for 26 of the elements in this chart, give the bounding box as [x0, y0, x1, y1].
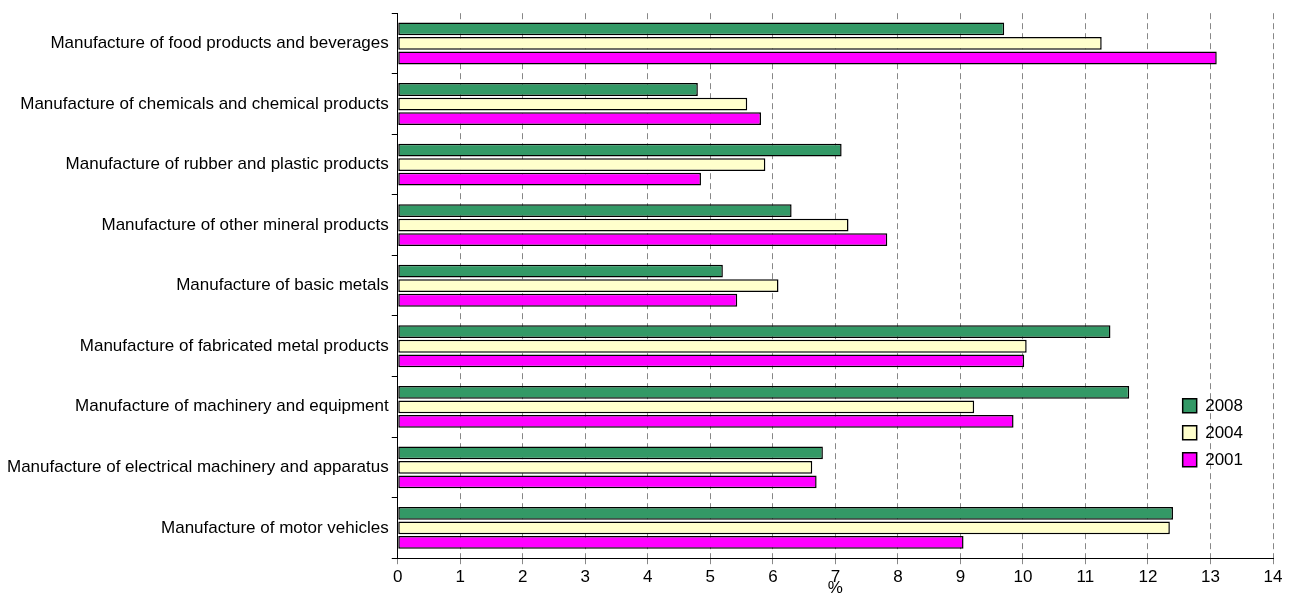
legend-label: 2001 [1205, 449, 1244, 469]
y-tick-label: Manufacture of electrical machinery and apparatus [7, 457, 389, 477]
x-tick-label: 0 [393, 567, 403, 587]
x-tick-label: 11 [1076, 567, 1095, 587]
x-tick-label: 12 [1138, 567, 1158, 587]
x-tick-label: 3 [580, 567, 591, 587]
y-tick-label: Manufacture of rubber and plastic products [65, 154, 389, 174]
y-tick-label: Manufacture of chemicals and chemical products [20, 93, 389, 113]
x-tick-label: 10 [1013, 567, 1033, 587]
y-tick-label: Manufacture of fabricated metal products [79, 335, 389, 355]
legend-label: 2008 [1205, 395, 1244, 415]
legend-label: 2004 [1205, 422, 1244, 442]
x-tick-label: 4 [643, 567, 653, 587]
y-tick-label: Manufacture of food products and beverages [50, 33, 389, 53]
y-tick-label: Manufacture of basic metals [176, 275, 389, 295]
x-tick-label: 1 [455, 567, 466, 587]
y-tick-label: Manufacture of other mineral products [101, 214, 389, 234]
x-tick-label: 8 [893, 567, 903, 587]
x-tick-label: 13 [1201, 567, 1220, 587]
x-tick-label: 14 [1263, 567, 1283, 587]
y-tick-label: Manufacture of machinery and equipment [75, 396, 390, 416]
x-tick-label: 9 [955, 567, 966, 587]
x-tick-label: 5 [705, 567, 716, 587]
y-tick-label: Manufacture of motor vehicles [161, 517, 389, 537]
x-tick-label: 2 [518, 567, 528, 587]
x-tick-label: 6 [768, 567, 778, 587]
